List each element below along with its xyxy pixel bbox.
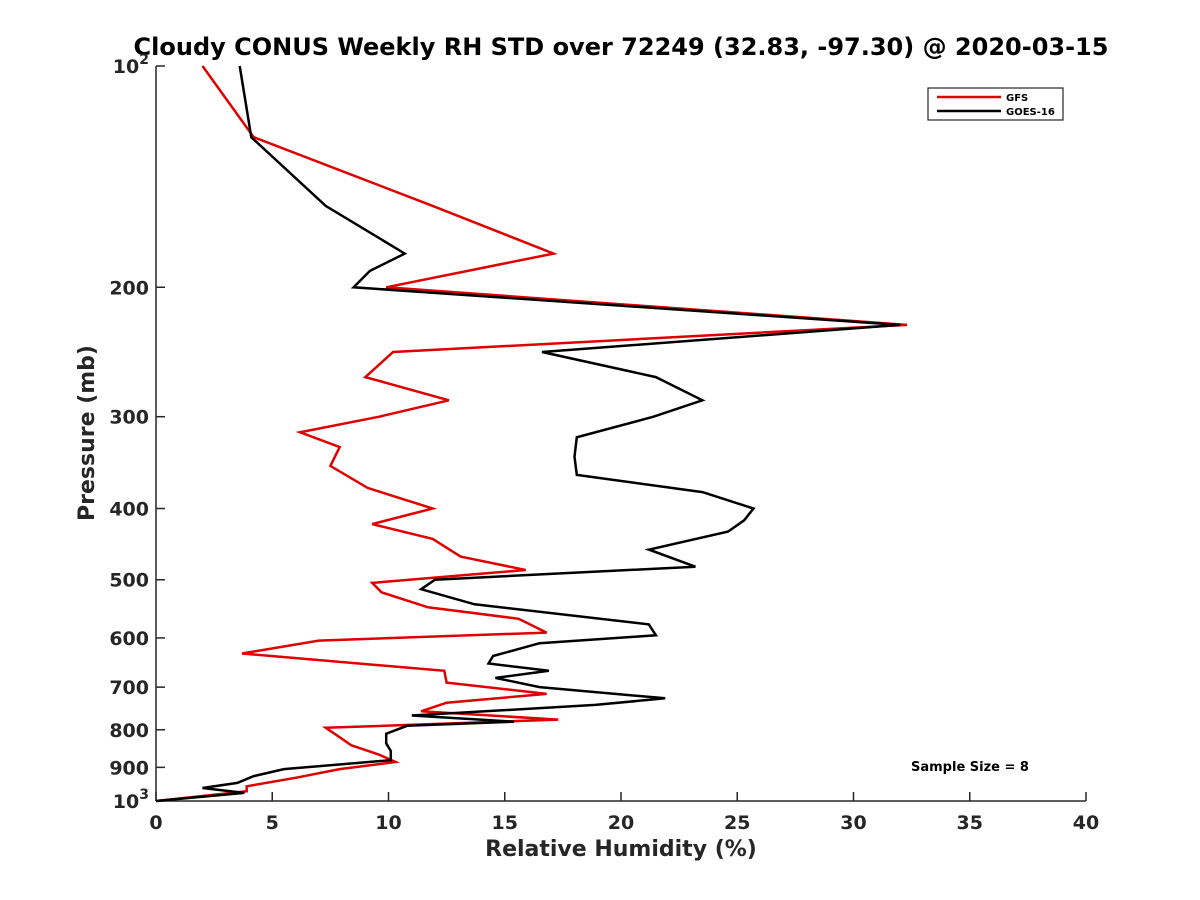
legend-box — [927, 87, 1064, 121]
x-tick-label: 30 — [840, 812, 866, 834]
y-tick-label: 600 — [109, 628, 149, 650]
legend: GFS GOES-16 — [927, 87, 1064, 121]
x-tick-label: 0 — [149, 812, 162, 834]
y-tick-label: 102 — [113, 52, 149, 78]
y-tick-label: 500 — [109, 570, 149, 592]
x-ticks: 0 5 10 15 20 25 30 35 40 — [149, 792, 1099, 834]
x-tick-label: 35 — [957, 812, 983, 834]
series-lines — [155, 65, 908, 803]
series-line-gfs — [155, 65, 908, 803]
y-tick-label: 300 — [109, 407, 149, 429]
legend-label: GFS — [1006, 93, 1028, 104]
chart-title: Cloudy CONUS Weekly RH STD over 72249 (3… — [134, 33, 1109, 61]
y-tick-label: 400 — [109, 499, 149, 521]
y-tick-label: 700 — [109, 677, 149, 699]
y-tick-label: 200 — [109, 277, 149, 299]
sample-size-annotation: Sample Size = 8 — [911, 760, 1029, 775]
series-line-goes-16 — [155, 65, 901, 803]
x-tick-label: 5 — [266, 812, 279, 834]
x-tick-label: 10 — [375, 812, 401, 834]
legend-label: GOES-16 — [1006, 107, 1055, 118]
y-axis-label: Pressure (mb) — [75, 345, 100, 521]
x-tick-label: 20 — [608, 812, 634, 834]
y-tick-label: 103 — [113, 787, 149, 813]
x-tick-label: 40 — [1073, 812, 1099, 834]
x-tick-label: 25 — [724, 812, 750, 834]
x-axis-label: Relative Humidity (%) — [485, 837, 757, 862]
y-tick-label: 800 — [109, 720, 149, 742]
x-tick-label: 15 — [492, 812, 518, 834]
y-ticks: 102 200 300 400 500 600 700 800 900 103 — [109, 52, 165, 813]
y-tick-label: 900 — [109, 757, 149, 779]
plot-area: 0 5 10 15 20 25 30 35 40 102 200 300 400 500 600 700 80… — [109, 52, 1099, 834]
